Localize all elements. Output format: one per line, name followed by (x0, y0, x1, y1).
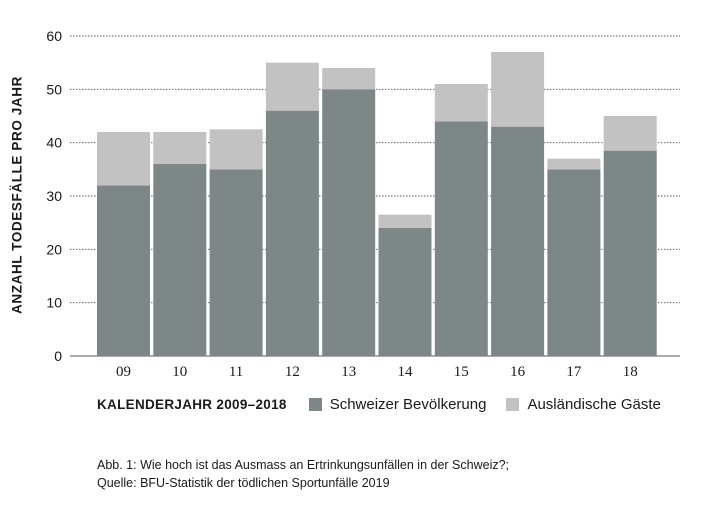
legend-label-auslaendische: Ausländische Gäste (527, 395, 661, 413)
x-tick-label: 13 (341, 364, 356, 380)
x-tick-labels: 09 10 11 12 13 14 15 16 17 18 (116, 364, 638, 380)
bar-schweizer-11 (209, 169, 263, 356)
caption-line-2: Quelle: BFU-Statistik der tödlichen Spor… (97, 476, 390, 490)
bar-schweizer-09 (97, 185, 150, 356)
x-tick-label: 09 (116, 364, 131, 380)
x-tick-label: 14 (398, 364, 414, 380)
x-axis-title: KALENDERJAHR 2009–2018 (97, 396, 287, 412)
x-tick-label: 10 (172, 364, 187, 380)
legend-swatch-auslaendische (506, 397, 520, 411)
bar-auslaendische-11 (209, 129, 263, 170)
bar-auslaendische-13 (322, 68, 376, 90)
x-tick-label: 15 (454, 364, 469, 380)
y-tick-labels: 0 10 20 30 40 50 60 (46, 28, 62, 364)
x-tick-label: 18 (623, 364, 638, 380)
y-tick-label: 10 (46, 295, 62, 311)
y-axis-title-box: ANZAHL TODESFÄLLE PRO JAHR (4, 30, 30, 360)
bars (97, 52, 657, 357)
bar-auslaendische-12 (265, 62, 319, 111)
figure-caption: Abb. 1: Wie hoch ist das Ausmass an Ertr… (97, 456, 509, 492)
bar-auslaendische-15 (434, 84, 488, 122)
x-tick-label: 12 (285, 364, 300, 380)
bar-schweizer-18 (603, 150, 657, 356)
bar-auslaendische-14 (378, 214, 432, 228)
bar-schweizer-13 (322, 89, 376, 356)
legend-item-schweizer: Schweizer Bevölkerung (308, 395, 487, 413)
bar-auslaendische-09 (97, 132, 150, 186)
bar-auslaendische-18 (603, 116, 657, 151)
y-tick-label: 40 (46, 135, 62, 151)
bar-schweizer-10 (153, 164, 207, 356)
legend-item-auslaendische: Ausländische Gäste (506, 395, 661, 413)
bar-schweizer-14 (378, 228, 432, 356)
y-tick-label: 0 (54, 348, 62, 364)
bar-schweizer-16 (491, 126, 545, 357)
legend-label-schweizer: Schweizer Bevölkerung (329, 395, 487, 413)
bar-auslaendische-17 (547, 158, 601, 170)
y-tick-label: 30 (46, 188, 62, 204)
x-tick-label: 11 (229, 364, 243, 380)
x-tick-label: 17 (566, 364, 582, 380)
y-axis-title: ANZAHL TODESFÄLLE PRO JAHR (9, 76, 25, 314)
caption-line-1: Abb. 1: Wie hoch ist das Ausmass an Ertr… (97, 458, 510, 472)
legend-swatch-schweizer (308, 397, 322, 411)
y-tick-label: 50 (46, 81, 62, 97)
bar-auslaendische-10 (153, 132, 207, 164)
x-tick-label: 16 (510, 364, 526, 380)
bar-schweizer-17 (547, 169, 601, 356)
y-tick-label: 60 (46, 28, 62, 44)
legend-row: KALENDERJAHR 2009–2018 Schweizer Bevölke… (97, 393, 697, 415)
bar-schweizer-15 (434, 121, 488, 356)
y-tick-label: 20 (46, 241, 62, 257)
bar-auslaendische-16 (491, 52, 545, 127)
bar-schweizer-12 (265, 110, 319, 357)
